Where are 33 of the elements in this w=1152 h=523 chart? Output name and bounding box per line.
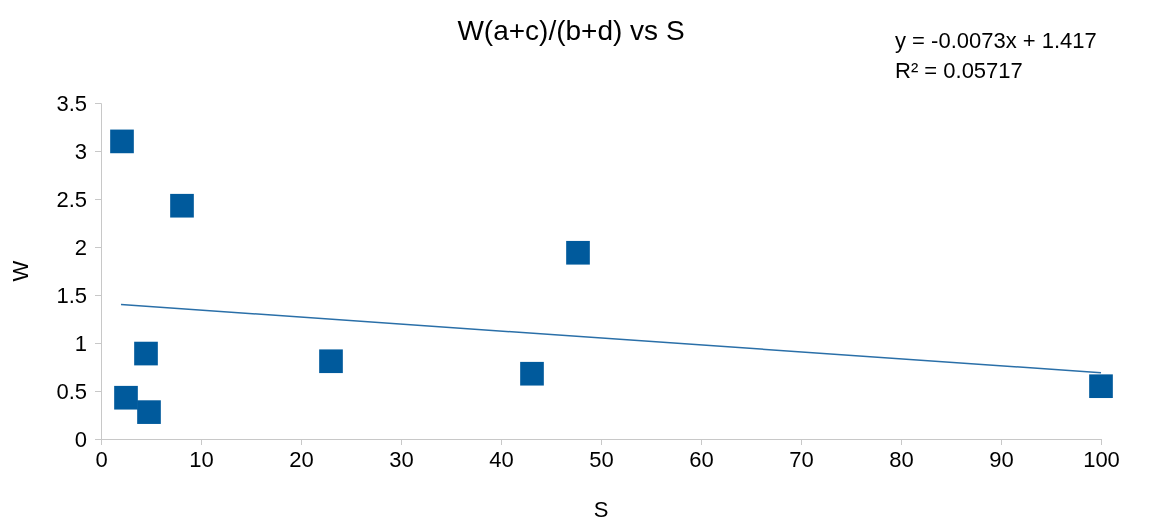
x-tick-label: 50 bbox=[589, 446, 614, 472]
x-tick-label: 60 bbox=[689, 446, 714, 472]
x-tick-label: 90 bbox=[989, 446, 1014, 472]
point bbox=[114, 385, 138, 410]
point bbox=[1089, 374, 1113, 399]
y-tick-label: 2.5 bbox=[56, 186, 87, 212]
text: y = -0.0073x + 1.417 bbox=[895, 28, 1097, 53]
x-tick-label: 30 bbox=[389, 446, 414, 472]
y-tick-label: 1.5 bbox=[56, 282, 87, 308]
point bbox=[566, 240, 590, 265]
x-tick-label: 100 bbox=[1083, 446, 1120, 472]
point bbox=[170, 193, 194, 218]
y-tick-label: 3 bbox=[74, 138, 87, 164]
chart-title: W(a+c)/(b+d) vs S bbox=[457, 15, 685, 46]
x-tick-label: 20 bbox=[289, 446, 314, 472]
y-tick-label: 3.5 bbox=[56, 90, 87, 116]
point bbox=[110, 129, 134, 154]
point bbox=[134, 341, 158, 366]
point bbox=[520, 361, 544, 386]
y-tick-label: 2 bbox=[74, 234, 87, 260]
x-tick-label: 80 bbox=[889, 446, 914, 472]
x-axis-title: S bbox=[593, 497, 609, 522]
x-tick-label: 40 bbox=[489, 446, 514, 472]
y-tick-label: 0 bbox=[74, 426, 87, 452]
y-tick-label: 1 bbox=[74, 330, 87, 356]
text: R² = 0.05717 bbox=[895, 58, 1023, 83]
x-tick-label: 70 bbox=[789, 446, 814, 472]
y-tick-label: 0.5 bbox=[56, 378, 87, 404]
x-tick-label: 10 bbox=[189, 446, 214, 472]
point bbox=[319, 349, 343, 374]
x-tick-label: 0 bbox=[95, 446, 108, 472]
point bbox=[137, 400, 161, 424]
y-axis-title: W bbox=[8, 260, 33, 282]
